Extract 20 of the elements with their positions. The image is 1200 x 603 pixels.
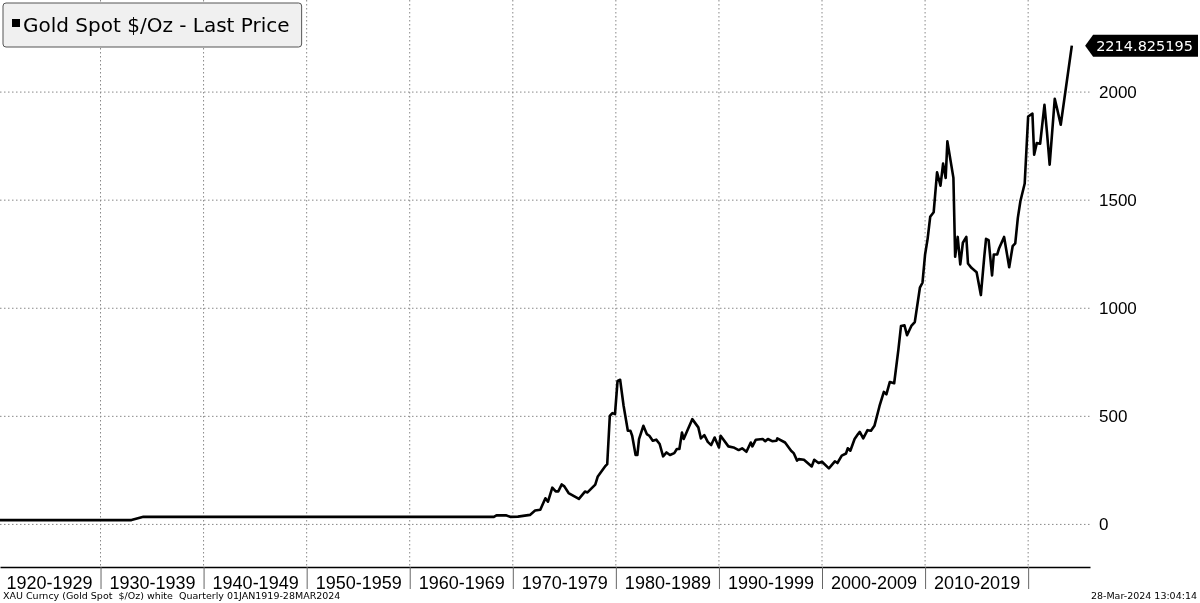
line-series — [0, 44, 1074, 522]
x-tick-label: 1950-1959 — [315, 572, 402, 593]
y-tick-label: 2000 — [1099, 83, 1137, 103]
text: 28-Mar-2024 13:04:14 — [1090, 590, 1197, 601]
x-tick-label: 2010-2019 — [934, 572, 1021, 593]
x-tick-label: 1940-1949 — [212, 572, 299, 593]
y-tick-label: 1000 — [1099, 299, 1137, 319]
x-tick-label: 1980-1989 — [624, 572, 711, 593]
text: 2214.825195 — [1096, 37, 1193, 54]
x-tick-label: 1930-1939 — [109, 572, 196, 593]
y-tick-label: 0 — [1099, 515, 1109, 535]
x-tick-label: 1970-1979 — [521, 572, 608, 593]
x-tick-label: 1920-1929 — [6, 572, 93, 593]
y-tick-label: 1500 — [1099, 191, 1137, 211]
y-tick-label: 500 — [1099, 407, 1128, 427]
x-tick-label: 1990-1999 — [727, 572, 815, 593]
text: XAU Curncy (Gold Spot $/Oz) white Quarterly 01JAN1919-28MAR2024 — [3, 590, 341, 601]
x-tick-label: 2000-2009 — [831, 572, 918, 593]
legend-label: Gold Spot $/Oz - Last Price — [23, 13, 290, 37]
x-tick-label: 1960-1969 — [418, 572, 505, 593]
